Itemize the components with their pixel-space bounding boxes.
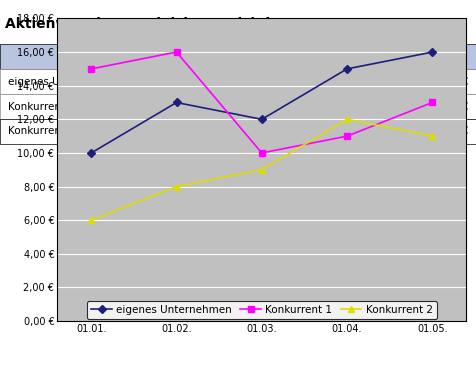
Konkurrent 2 bbox=[344, 117, 350, 121]
eigenes Unternehmen bbox=[344, 67, 350, 71]
Line: eigenes Unternehmen: eigenes Unternehmen bbox=[89, 49, 435, 156]
eigenes Unternehmen bbox=[429, 50, 435, 54]
Legend: eigenes Unternehmen, Konkurrent 1, Konkurrent 2: eigenes Unternehmen, Konkurrent 1, Konku… bbox=[87, 300, 436, 319]
Konkurrent 2 bbox=[89, 218, 94, 223]
Konkurrent 1 bbox=[344, 134, 350, 138]
eigenes Unternehmen bbox=[174, 100, 179, 105]
Line: Konkurrent 2: Konkurrent 2 bbox=[89, 117, 435, 223]
Konkurrent 2 bbox=[174, 184, 179, 189]
eigenes Unternehmen bbox=[89, 151, 94, 155]
Konkurrent 1 bbox=[174, 50, 179, 54]
Konkurrent 2 bbox=[259, 168, 265, 172]
Text: Aktienwert im Vergleich zu Stichdaten: Aktienwert im Vergleich zu Stichdaten bbox=[5, 17, 306, 31]
Konkurrent 1 bbox=[429, 100, 435, 105]
Konkurrent 1 bbox=[89, 67, 94, 71]
eigenes Unternehmen bbox=[259, 117, 265, 121]
Konkurrent 2 bbox=[429, 134, 435, 138]
Line: Konkurrent 1: Konkurrent 1 bbox=[89, 49, 435, 156]
Konkurrent 1 bbox=[259, 151, 265, 155]
